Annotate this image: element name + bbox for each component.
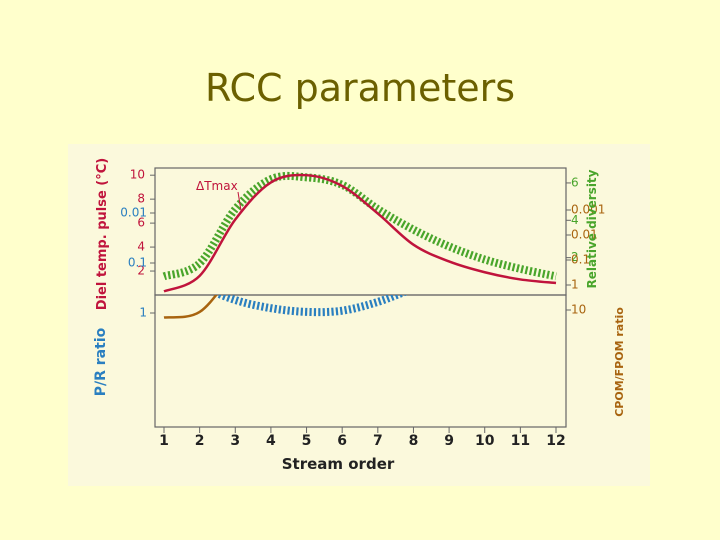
left-axis-title-top: Diel temp. pulse (°C) — [95, 158, 110, 310]
x-axis-tick-label: 2 — [195, 433, 205, 449]
x-axis-tick-label: 4 — [266, 433, 276, 449]
top-left-tick-label: 4 — [137, 240, 145, 254]
top-left-tick-label: 2 — [137, 264, 145, 278]
x-axis-tick-label: 7 — [373, 433, 383, 449]
pr-ratio-line — [211, 295, 408, 317]
top-right-tick-label: 6 — [571, 175, 579, 189]
top-left-tick-label: 8 — [137, 192, 145, 206]
x-axis-tick-label: 12 — [546, 433, 565, 449]
x-axis-title: Stream order — [282, 455, 395, 473]
bottom-left-tick-label: 0.01 — [120, 206, 147, 220]
bottom-right-tick-label: 0.01 — [571, 228, 598, 242]
delta-tmax-pointer — [237, 191, 242, 213]
x-axis-tick-label: 3 — [230, 433, 240, 449]
bottom-left-tick-label: 1 — [139, 306, 147, 320]
slide-title: RCC parameters — [204, 66, 516, 110]
x-axis-tick-label: 6 — [337, 433, 347, 449]
bottom-right-tick-label: 0.001 — [571, 203, 605, 217]
bottom-right-tick-label: 10 — [571, 303, 586, 317]
top-left-tick-label: 6 — [137, 216, 145, 230]
bottom-panel-frame — [154, 294, 567, 428]
x-axis-tick-label: 1 — [159, 433, 169, 449]
bottom-right-tick-label: 1 — [571, 278, 579, 292]
x-axis-tick-label: 10 — [475, 433, 495, 449]
x-axis-tick-label: 11 — [511, 433, 530, 449]
bottom-left-tick-label: 0.1 — [128, 256, 147, 270]
bottom-right-tick-label: 0.1 — [571, 253, 590, 267]
right-axis-title-bottom: CPOM/FPOM ratio — [613, 307, 626, 417]
rcc-chart-figure: 2 4 6 8 10 2 4 6 1 0.1 0.01 10 1 0.1 0.01 0.001 1 2 3 4 5 6 7 8… — [68, 144, 650, 486]
right-axis-title-top: Relative diversity — [585, 169, 599, 288]
top-right-tick-label: 2 — [571, 250, 579, 264]
top-right-tick-label: 4 — [571, 213, 579, 227]
x-axis-tick-label: 5 — [302, 433, 312, 449]
x-axis-tick-label: 8 — [409, 433, 419, 449]
left-axis-title-bottom: P/R ratio — [93, 327, 109, 396]
delta-tmax-line — [163, 173, 557, 293]
x-axis-tick-label: 9 — [444, 433, 454, 449]
series-label-delta-tmax: ΔTmax — [196, 179, 238, 193]
relative-diversity-line — [162, 171, 557, 281]
top-left-tick-label: 10 — [130, 168, 145, 182]
